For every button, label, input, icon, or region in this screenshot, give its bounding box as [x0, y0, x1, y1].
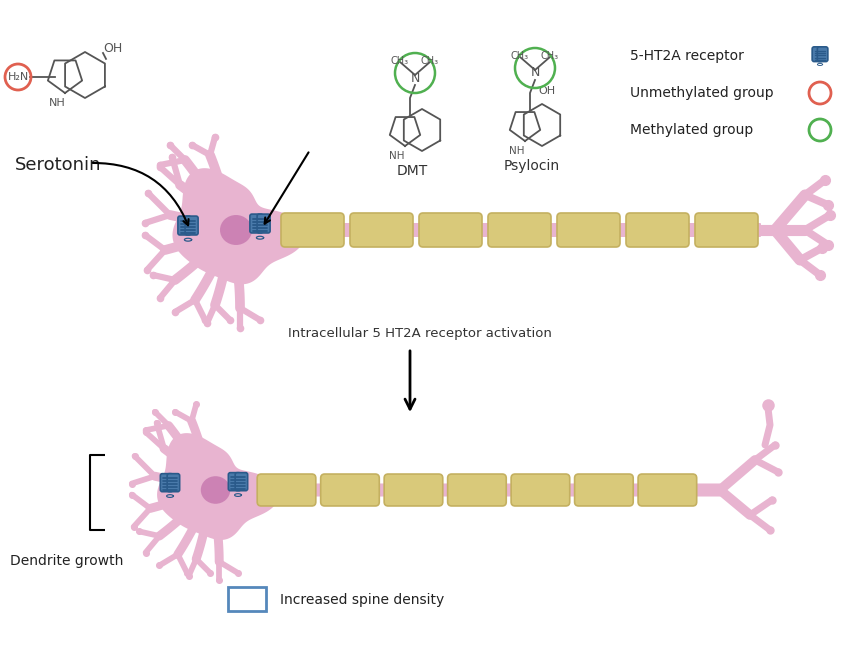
FancyBboxPatch shape	[448, 474, 507, 506]
Text: NH: NH	[48, 98, 65, 108]
FancyBboxPatch shape	[818, 47, 828, 61]
FancyBboxPatch shape	[350, 213, 413, 247]
FancyBboxPatch shape	[575, 474, 633, 506]
Text: CH₃: CH₃	[541, 51, 559, 61]
Ellipse shape	[220, 215, 252, 245]
FancyBboxPatch shape	[228, 587, 266, 611]
Text: N: N	[530, 67, 540, 80]
Text: Dendrite growth: Dendrite growth	[10, 554, 123, 568]
FancyBboxPatch shape	[812, 47, 823, 61]
Text: N: N	[411, 71, 420, 84]
Text: CH₃: CH₃	[421, 56, 439, 66]
Text: Serotonin: Serotonin	[15, 156, 101, 174]
Polygon shape	[173, 168, 305, 284]
FancyBboxPatch shape	[695, 213, 758, 247]
Text: NH: NH	[509, 146, 524, 156]
FancyBboxPatch shape	[178, 216, 191, 235]
Text: 5-HT2A receptor: 5-HT2A receptor	[630, 49, 744, 63]
Text: CH₃: CH₃	[511, 51, 529, 61]
FancyBboxPatch shape	[638, 474, 697, 506]
FancyBboxPatch shape	[161, 473, 173, 492]
Text: OH: OH	[103, 41, 122, 54]
Polygon shape	[157, 433, 279, 540]
FancyBboxPatch shape	[251, 483, 721, 496]
FancyBboxPatch shape	[235, 473, 247, 490]
FancyBboxPatch shape	[320, 474, 379, 506]
FancyBboxPatch shape	[229, 473, 241, 490]
FancyBboxPatch shape	[167, 473, 179, 492]
FancyBboxPatch shape	[250, 214, 263, 233]
FancyBboxPatch shape	[185, 216, 198, 235]
FancyBboxPatch shape	[257, 214, 270, 233]
FancyBboxPatch shape	[281, 213, 344, 247]
Text: NH: NH	[389, 151, 405, 161]
FancyBboxPatch shape	[557, 213, 620, 247]
FancyBboxPatch shape	[384, 474, 443, 506]
Ellipse shape	[201, 476, 230, 504]
Text: Intracellular 5 HT2A receptor activation: Intracellular 5 HT2A receptor activation	[288, 327, 552, 340]
Text: Increased spine density: Increased spine density	[280, 593, 445, 607]
FancyBboxPatch shape	[488, 213, 551, 247]
Text: Psylocin: Psylocin	[504, 159, 560, 173]
FancyBboxPatch shape	[274, 223, 761, 237]
Text: Unmethylated group: Unmethylated group	[630, 86, 774, 100]
Text: H₂N: H₂N	[8, 72, 29, 82]
FancyBboxPatch shape	[258, 474, 316, 506]
Text: Methylated group: Methylated group	[630, 123, 753, 137]
FancyBboxPatch shape	[511, 474, 570, 506]
FancyBboxPatch shape	[419, 213, 482, 247]
Text: OH: OH	[538, 86, 556, 96]
Text: CH₃: CH₃	[391, 56, 409, 66]
Text: DMT: DMT	[396, 164, 428, 178]
FancyBboxPatch shape	[626, 213, 689, 247]
